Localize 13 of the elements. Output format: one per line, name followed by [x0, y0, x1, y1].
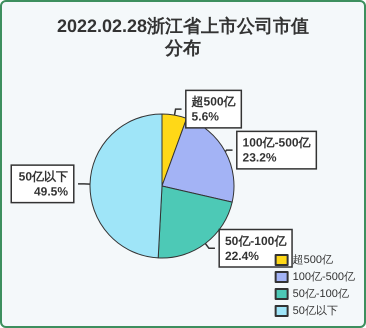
data-label: 5.6%	[192, 110, 220, 124]
slice-label: 100亿-500亿	[242, 136, 312, 150]
slice-label: 50亿-100亿	[224, 234, 288, 248]
chart-title: 2022.02.28浙江省上市公司市值分布	[56, 16, 310, 58]
legend-label: 100亿-500亿	[292, 271, 356, 283]
data-label: 23.2%	[242, 150, 277, 165]
data-label: 22.4%	[224, 248, 260, 263]
slice-label: 超500亿	[190, 94, 237, 109]
legend-label: 50亿以下	[292, 304, 338, 317]
legend-label: 50亿-100亿	[292, 288, 349, 300]
slice-label: 50亿以下	[18, 169, 68, 184]
data-label: 49.5%	[34, 184, 68, 198]
legend-label: 超500亿	[292, 254, 333, 266]
